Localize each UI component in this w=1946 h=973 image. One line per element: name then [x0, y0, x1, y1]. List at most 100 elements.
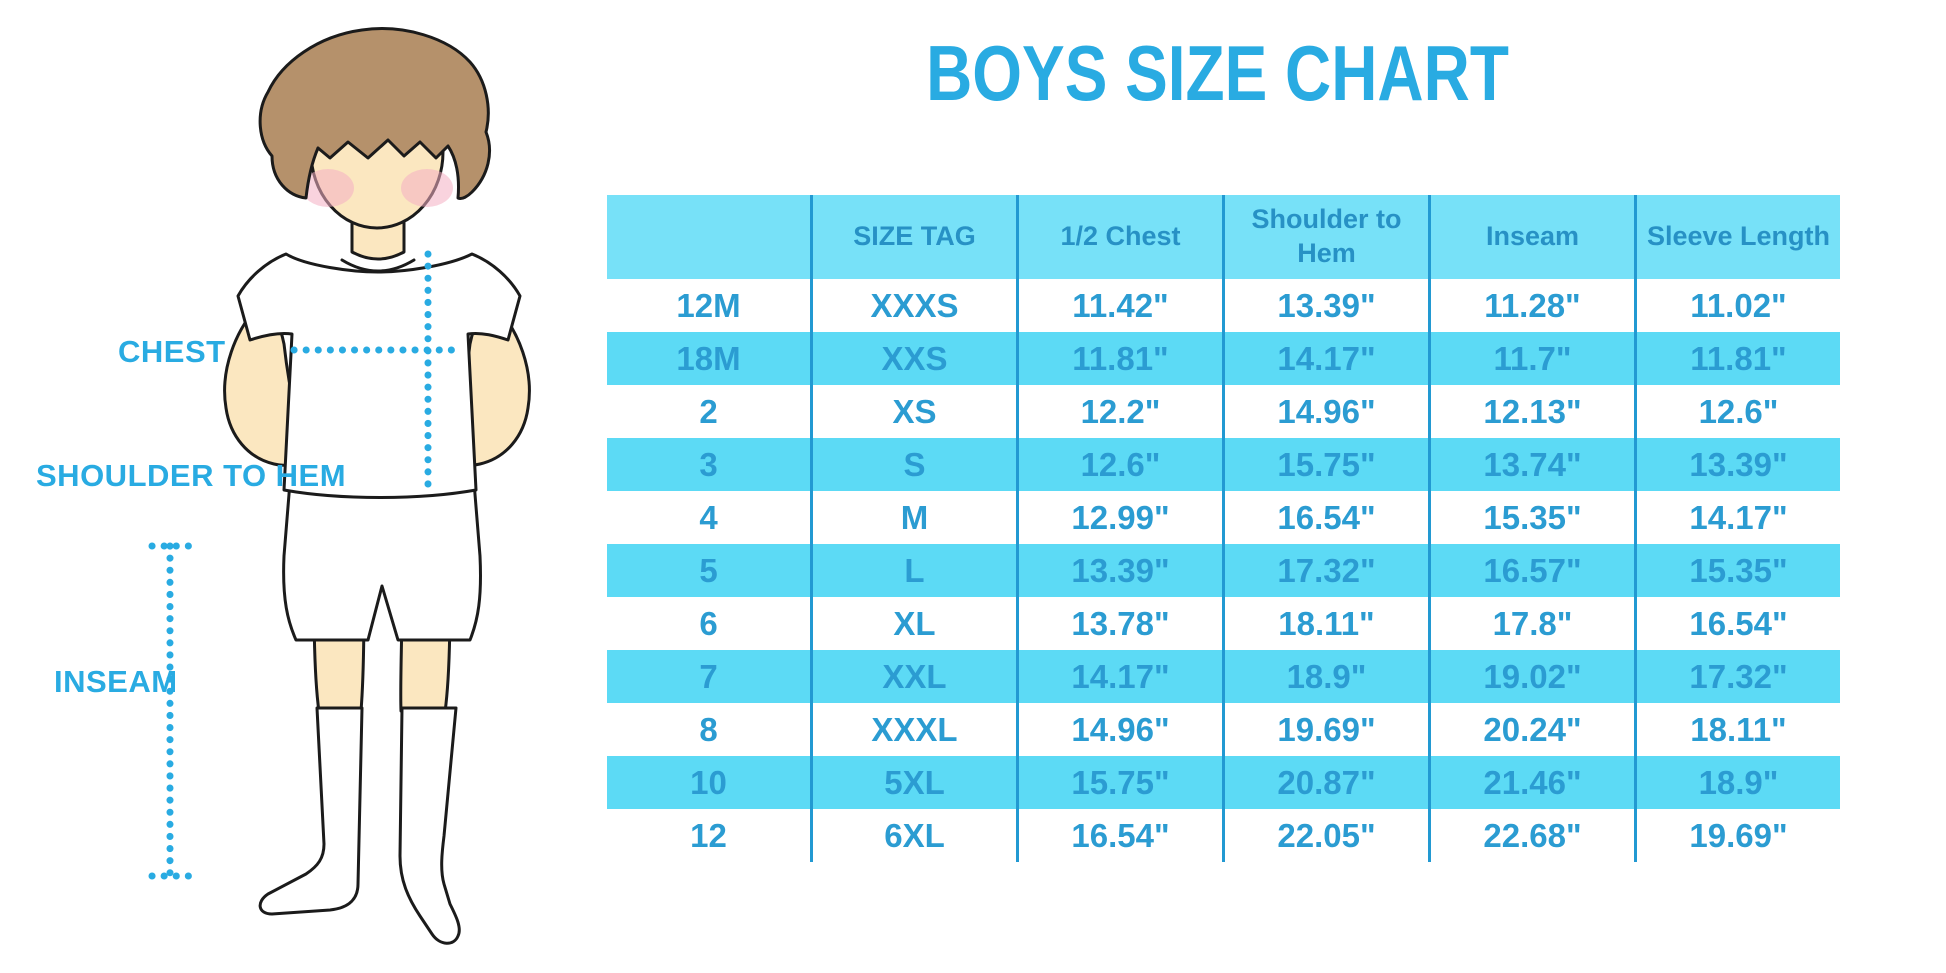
table-row: 6 XL 13.78" 18.11" 17.8" 16.54"	[607, 597, 1840, 650]
cell-age: 18M	[607, 332, 812, 385]
cell-half-chest: 11.81"	[1016, 332, 1224, 385]
cell-shoulder-to-hem: 16.54"	[1222, 491, 1430, 544]
blush-right	[401, 169, 453, 207]
cell-age: 3	[607, 438, 812, 491]
cell-size-tag: M	[810, 491, 1018, 544]
cell-age: 8	[607, 703, 812, 756]
cell-shoulder-to-hem: 20.87"	[1222, 756, 1430, 809]
cell-half-chest: 16.54"	[1016, 809, 1224, 862]
cell-half-chest: 14.17"	[1016, 650, 1224, 703]
table-row: 5 L 13.39" 17.32" 16.57" 15.35"	[607, 544, 1840, 597]
cell-inseam: 12.13"	[1428, 385, 1636, 438]
right-sock-shape	[398, 706, 461, 945]
cell-size-tag: S	[810, 438, 1018, 491]
cell-age: 12M	[607, 279, 812, 332]
cell-half-chest: 12.2"	[1016, 385, 1224, 438]
cell-sleeve-length: 18.9"	[1634, 756, 1840, 809]
cell-age: 4	[607, 491, 812, 544]
cell-age: 5	[607, 544, 812, 597]
cell-sleeve-length: 17.32"	[1634, 650, 1840, 703]
table-row: 12 6XL 16.54" 22.05" 22.68" 19.69"	[607, 809, 1840, 862]
cell-shoulder-to-hem: 22.05"	[1222, 809, 1430, 862]
cell-sleeve-length: 15.35"	[1634, 544, 1840, 597]
header-cell-inseam: Inseam	[1428, 195, 1636, 279]
cell-shoulder-to-hem: 15.75"	[1222, 438, 1430, 491]
cell-inseam: 13.74"	[1428, 438, 1636, 491]
cell-half-chest: 13.39"	[1016, 544, 1224, 597]
cell-age: 7	[607, 650, 812, 703]
cell-inseam: 11.28"	[1428, 279, 1636, 332]
header-cell-size-tag: SIZE TAG	[810, 195, 1018, 279]
collar-line	[340, 258, 416, 273]
header-cell-sleeve-length: Sleeve Length	[1634, 195, 1840, 279]
cell-shoulder-to-hem: 14.96"	[1222, 385, 1430, 438]
shoulder-to-hem-label: SHOULDER TO HEM	[36, 458, 347, 493]
cell-size-tag: XS	[810, 385, 1018, 438]
cell-size-tag: XXS	[810, 332, 1018, 385]
cell-inseam: 16.57"	[1428, 544, 1636, 597]
cell-half-chest: 13.78"	[1016, 597, 1224, 650]
table-row: 7 XXL 14.17" 18.9" 19.02" 17.32"	[607, 650, 1840, 703]
table-header-row: SIZE TAG 1/2 Chest Shoulder to Hem Insea…	[607, 195, 1840, 279]
cell-inseam: 15.35"	[1428, 491, 1636, 544]
cell-sleeve-length: 11.81"	[1634, 332, 1840, 385]
cell-age: 2	[607, 385, 812, 438]
header-cell-half-chest: 1/2 Chest	[1016, 195, 1224, 279]
left-sock-shape	[258, 706, 364, 916]
cell-shoulder-to-hem: 19.69"	[1222, 703, 1430, 756]
cell-size-tag: 5XL	[810, 756, 1018, 809]
cell-size-tag: L	[810, 544, 1018, 597]
cell-sleeve-length: 14.17"	[1634, 491, 1840, 544]
cell-half-chest: 15.75"	[1016, 756, 1224, 809]
table-row: 18M XXS 11.81" 14.17" 11.7" 11.81"	[607, 332, 1840, 385]
cell-size-tag: XXXS	[810, 279, 1018, 332]
cell-inseam: 11.7"	[1428, 332, 1636, 385]
cell-sleeve-length: 12.6"	[1634, 385, 1840, 438]
cell-half-chest: 12.99"	[1016, 491, 1224, 544]
cell-size-tag: 6XL	[810, 809, 1018, 862]
table-row: 8 XXXL 14.96" 19.69" 20.24" 18.11"	[607, 703, 1840, 756]
cell-sleeve-length: 13.39"	[1634, 438, 1840, 491]
blush-left	[302, 169, 354, 207]
cell-half-chest: 14.96"	[1016, 703, 1224, 756]
cell-inseam: 20.24"	[1428, 703, 1636, 756]
table-row: 4 M 12.99" 16.54" 15.35" 14.17"	[607, 491, 1840, 544]
cell-half-chest: 12.6"	[1016, 438, 1224, 491]
table-row: 12M XXXS 11.42" 13.39" 11.28" 11.02"	[607, 279, 1840, 332]
cell-age: 12	[607, 809, 812, 862]
cell-size-tag: XXL	[810, 650, 1018, 703]
cell-shoulder-to-hem: 14.17"	[1222, 332, 1430, 385]
header-cell-blank	[607, 195, 812, 279]
cell-half-chest: 11.42"	[1016, 279, 1224, 332]
size-table-body: 12M XXXS 11.42" 13.39" 11.28" 11.02" 18M…	[607, 279, 1840, 862]
inseam-label: INSEAM	[54, 664, 178, 699]
shorts-shape	[282, 480, 482, 642]
cell-shoulder-to-hem: 18.11"	[1222, 597, 1430, 650]
table-row: 3 S 12.6" 15.75" 13.74" 13.39"	[607, 438, 1840, 491]
size-table: SIZE TAG 1/2 Chest Shoulder to Hem Insea…	[607, 195, 1840, 862]
hair-shape	[258, 27, 491, 200]
cell-size-tag: XXXL	[810, 703, 1018, 756]
cell-shoulder-to-hem: 13.39"	[1222, 279, 1430, 332]
cell-sleeve-length: 19.69"	[1634, 809, 1840, 862]
cell-shoulder-to-hem: 17.32"	[1222, 544, 1430, 597]
cell-sleeve-length: 11.02"	[1634, 279, 1840, 332]
boy-illustration	[148, 27, 531, 945]
chest-label: CHEST	[118, 334, 226, 369]
cell-age: 10	[607, 756, 812, 809]
cell-inseam: 17.8"	[1428, 597, 1636, 650]
cell-inseam: 21.46"	[1428, 756, 1636, 809]
cell-sleeve-length: 18.11"	[1634, 703, 1840, 756]
cell-inseam: 19.02"	[1428, 650, 1636, 703]
table-row: 2 XS 12.2" 14.96" 12.13" 12.6"	[607, 385, 1840, 438]
cell-size-tag: XL	[810, 597, 1018, 650]
tshirt-shape	[236, 252, 522, 499]
cell-shoulder-to-hem: 18.9"	[1222, 650, 1430, 703]
header-cell-shoulder-to-hem: Shoulder to Hem	[1222, 195, 1430, 279]
cell-age: 6	[607, 597, 812, 650]
cell-inseam: 22.68"	[1428, 809, 1636, 862]
table-row: 10 5XL 15.75" 20.87" 21.46" 18.9"	[607, 756, 1840, 809]
cell-sleeve-length: 16.54"	[1634, 597, 1840, 650]
page-title: BOYS SIZE CHART	[926, 29, 1509, 117]
